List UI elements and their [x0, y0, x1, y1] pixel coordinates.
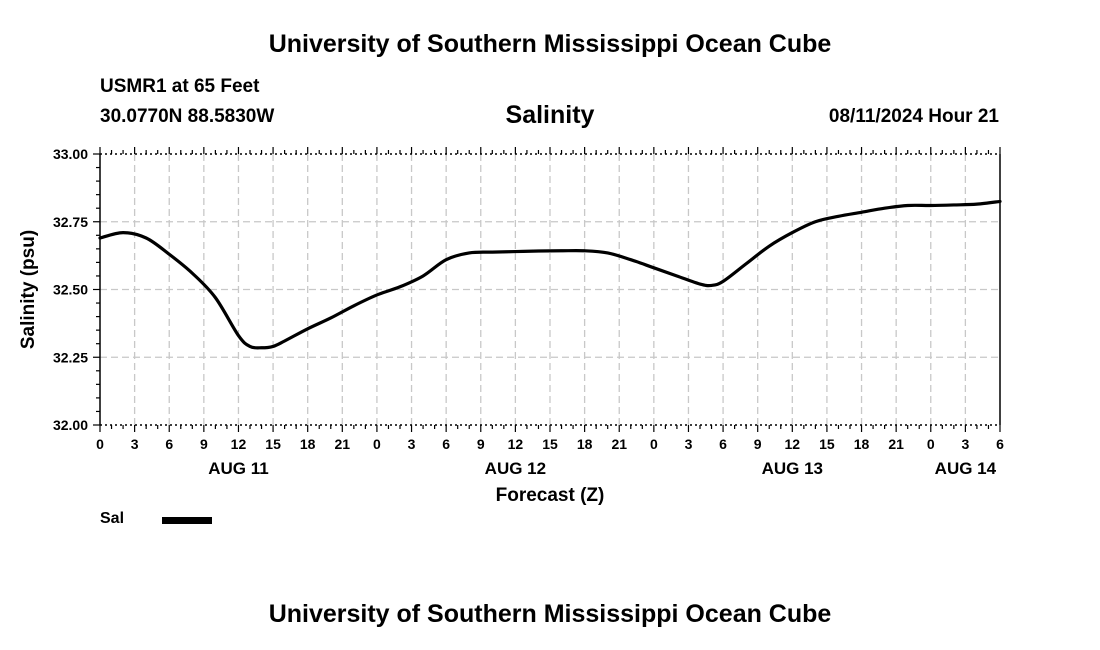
x-axis-label: Forecast (Z) [496, 485, 605, 506]
legend-swatch [162, 517, 212, 524]
x-tick-label: 15 [542, 436, 558, 452]
y-tick-label: 32.25 [53, 349, 88, 365]
x-tick-label: 6 [442, 436, 450, 452]
x-tick-label: 0 [373, 436, 381, 452]
page-title: University of Southern Mississippi Ocean… [268, 30, 832, 58]
x-tick-label: 18 [577, 436, 593, 452]
x-tick-label: 12 [785, 436, 801, 452]
x-tick-label: 12 [508, 436, 524, 452]
x-tick-label: 0 [96, 436, 104, 452]
y-tick-label: 32.00 [53, 417, 88, 433]
coordinates-label: 30.0770N 88.5830W [100, 106, 275, 127]
x-tick-label: 0 [650, 436, 658, 452]
y-axis-label: Salinity (psu) [18, 230, 39, 349]
date-label: AUG 13 [762, 459, 823, 478]
legend-label: Sal [100, 510, 125, 527]
date-label: AUG 14 [935, 459, 997, 478]
forecast-datetime: 08/11/2024 Hour 21 [828, 106, 999, 127]
x-tick-label: 21 [888, 436, 904, 452]
x-tick-label: 9 [200, 436, 208, 452]
x-tick-label: 0 [927, 436, 935, 452]
series-line-sal [98, 199, 1002, 350]
footer-title: University of Southern Mississippi Ocean… [268, 600, 832, 628]
x-tick-label: 9 [477, 436, 485, 452]
station-label: USMR1 at 65 Feet [100, 76, 260, 97]
x-tick-label: 9 [754, 436, 762, 452]
x-tick-label: 3 [131, 436, 139, 452]
x-tick-label: 6 [165, 436, 173, 452]
x-tick-label: 21 [335, 436, 351, 452]
x-tick-label: 6 [719, 436, 727, 452]
x-tick-label: 3 [961, 436, 969, 452]
x-tick-label: 15 [265, 436, 281, 452]
x-tick-label: 15 [819, 436, 835, 452]
x-tick-label: 3 [408, 436, 416, 452]
x-tick-label: 18 [300, 436, 316, 452]
x-tick-label: 12 [231, 436, 247, 452]
x-tick-label: 6 [996, 436, 1004, 452]
y-tick-label: 33.00 [53, 146, 88, 162]
date-label: AUG 12 [485, 459, 546, 478]
y-tick-label: 32.75 [53, 214, 88, 230]
date-label: AUG 11 [208, 459, 268, 478]
chart-title: Salinity [505, 101, 595, 129]
salinity-chart: 0 3 6 9 12 15 18 21 0 3 6 9 12 15 18 21 0 3 6 9 12 15 18 21 0 3 6 3… [18, 146, 1004, 506]
x-tick-label: 21 [611, 436, 627, 452]
x-tick-label: 18 [854, 436, 870, 452]
x-tick-label: 3 [685, 436, 693, 452]
y-tick-label: 32.50 [53, 282, 88, 298]
